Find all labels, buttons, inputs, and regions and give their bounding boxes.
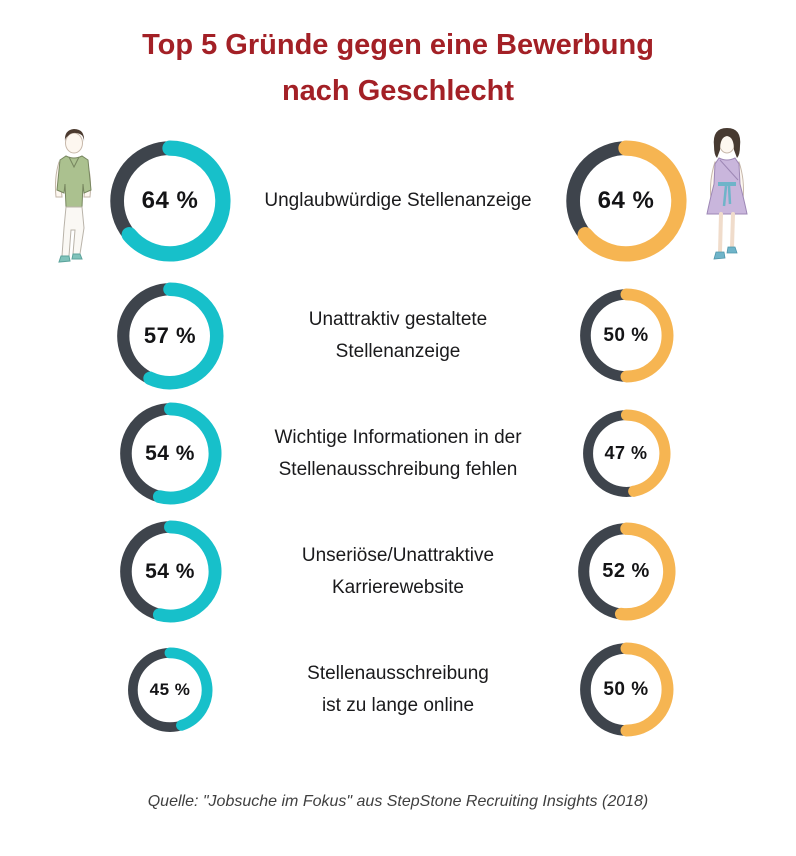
chart-row-1: 64 % Unglaubwürdige Stellenanzeige 64 % (0, 125, 796, 277)
donut-male-4: 54 % (119, 520, 222, 623)
donut-value-label: 50 % (603, 324, 649, 346)
page-title: Top 5 Gründe gegen eine Bewerbung nach G… (40, 22, 756, 115)
woman-icon (706, 128, 748, 260)
donut-ring (119, 520, 222, 623)
donut-value-label: 47 % (604, 443, 648, 464)
donut-ring (582, 409, 670, 498)
chart-row-4: 54 % Unseriöse/Unattraktive Karrierewebs… (0, 513, 796, 631)
reason-label-2: Unattraktiv gestaltete Stellenanzeige (308, 309, 488, 362)
reason-label-3: Wichtige Informationen in der Stellenaus… (274, 427, 522, 480)
woman-illustration (694, 126, 760, 269)
donut-ring (566, 140, 687, 262)
donut-value-label: 52 % (602, 560, 650, 583)
title-line-1: Top 5 Gründe gegen eine Bewerbung (142, 29, 654, 61)
donut-female-2: 50 % (579, 288, 674, 383)
donut-female-3: 47 % (582, 409, 671, 498)
donut-ring (119, 402, 222, 505)
chart-rows: 64 % Unglaubwürdige Stellenanzeige 64 % … (0, 125, 796, 749)
donut-male-3: 54 % (119, 402, 222, 505)
donut-male-1: 64 % (109, 140, 231, 262)
source-caption: Quelle: "Jobsuche im Fokus" aus StepSton… (147, 792, 649, 810)
man-icon (54, 129, 92, 263)
donut-value-label: 45 % (149, 679, 191, 699)
chart-row-5: 45 % Stellenausschreibung ist zu lange o… (0, 631, 796, 749)
title-line-2: nach Geschlecht (281, 75, 515, 108)
donut-value-label: 57 % (143, 322, 197, 348)
donut-value-label: 50 % (603, 678, 649, 700)
chart-row-2: 57 % Unattraktiv gestaltete Stellenanzei… (0, 277, 796, 395)
donut-female-4: 52 % (577, 522, 676, 621)
donut-ring (117, 282, 224, 390)
donut-male-5: 45 % (127, 647, 213, 733)
donut-value-label: 64 % (597, 186, 655, 214)
donut-value-label: 54 % (145, 441, 195, 465)
reason-label-4: Unseriöse/Unattraktive Karrierewebsite (301, 545, 495, 598)
donut-ring (577, 522, 675, 621)
donut-ring (579, 288, 673, 383)
donut-value-label: 64 % (141, 186, 199, 214)
man-illustration (38, 126, 108, 269)
donut-female-1: 64 % (565, 140, 687, 262)
donut-ring (579, 642, 673, 737)
reason-label-5: Stellenausschreibung ist zu lange online (307, 663, 489, 716)
chart-row-3: 54 % Wichtige Informationen in der Stell… (0, 395, 796, 513)
donut-female-5: 50 % (579, 642, 674, 737)
donut-male-2: 57 % (116, 282, 224, 390)
donut-ring (110, 140, 231, 262)
donut-ring (128, 647, 213, 732)
reason-label-1: Unglaubwürdige Stellenanzeige (264, 190, 532, 212)
donut-value-label: 54 % (145, 559, 195, 583)
